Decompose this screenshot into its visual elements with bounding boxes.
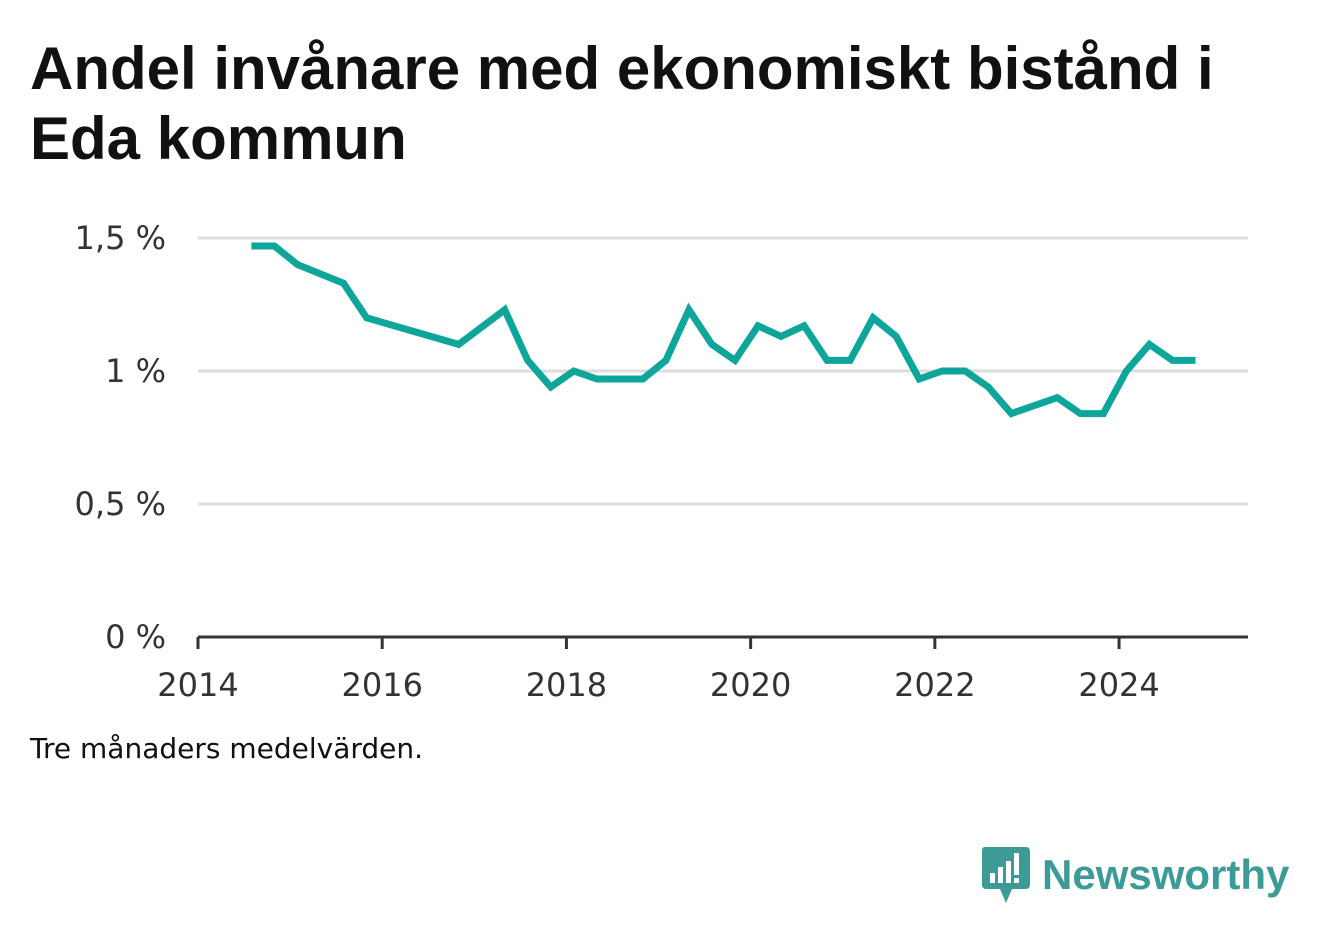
y-tick-label: 0,5 % [75,485,166,523]
x-tick-label: 2024 [1078,666,1159,704]
brand-name: Newsworthy [1042,851,1290,898]
x-tick-label: 2022 [894,666,975,704]
series-line [251,242,1196,418]
x-tick-label: 2014 [157,666,238,704]
x-tick-label: 2016 [341,666,422,704]
y-axis-ticks: 0 % 0,5 % 1 % 1,5 % [75,219,166,656]
chart-title: Andel invånare med ekonomiskt bistånd i … [30,35,1214,172]
y-tick-label: 0 % [105,618,166,656]
y-tick-label: 1 % [105,352,166,390]
x-tick-label: 2018 [526,666,607,704]
x-axis: 2014 2016 2018 2020 2022 2024 [157,635,1248,704]
series [251,242,1196,418]
gridlines [198,236,1248,506]
brand-logo[interactable]: Newsworthy [980,845,1289,909]
x-tick-label: 2020 [710,666,791,704]
newsworthy-logo-icon [981,847,1030,903]
y-tick-label: 1,5 % [75,219,166,257]
chart-note: Tre månaders medelvärden. [30,732,424,765]
